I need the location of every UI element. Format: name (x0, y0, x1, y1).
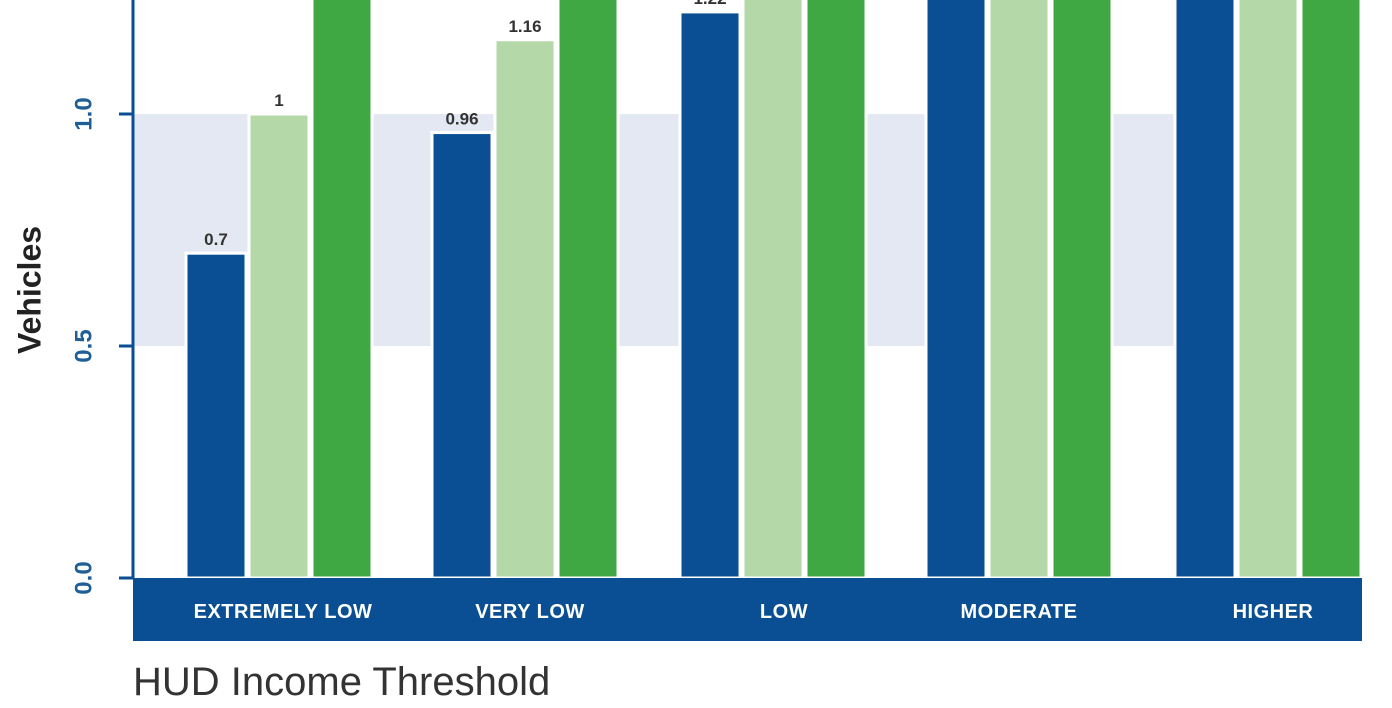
bar (804, 0, 868, 580)
category-label: LOW (760, 601, 808, 623)
bar (493, 38, 557, 580)
bar (184, 251, 248, 580)
x-axis-title: HUD Income Threshold (133, 660, 551, 704)
category-label: EXTREMELY LOW (194, 601, 373, 623)
bar (430, 131, 494, 580)
data-label: 1.22 (693, 0, 726, 8)
data-label: 0.7 (204, 230, 228, 249)
bar (247, 112, 311, 580)
bar (987, 0, 1051, 580)
y-tick-label: 0.0 (71, 561, 98, 594)
bar (556, 0, 620, 580)
category-axis-band (133, 578, 1362, 641)
y-axis-title: Vehicles (11, 225, 48, 355)
bar (924, 0, 988, 580)
bar (310, 0, 374, 580)
data-label: 0.96 (445, 110, 478, 129)
bar (1050, 0, 1114, 580)
y-tick-label: 0.5 (71, 329, 98, 362)
category-label: HIGHER (1233, 601, 1314, 623)
category-label: VERY LOW (475, 601, 585, 623)
bars: 0.70.961.221.261.6511.161.491.671.961.33… (184, 0, 1363, 580)
bar (1299, 0, 1363, 580)
y-tick-label: 1.0 (71, 97, 98, 130)
category-label: MODERATE (961, 601, 1078, 623)
data-label: 1.16 (508, 17, 541, 36)
bar (1173, 0, 1237, 580)
bar (678, 10, 742, 580)
y-axis: 0.00.51.01.52.0 (71, 0, 135, 595)
bar (1236, 0, 1300, 580)
y-axis-title-container: Vehicles (0, 0, 60, 580)
category-axis: EXTREMELY LOW VERY LOW LOW MODERATE HIGHER (133, 578, 1362, 641)
data-label: 1 (274, 91, 283, 110)
bar (741, 0, 805, 580)
